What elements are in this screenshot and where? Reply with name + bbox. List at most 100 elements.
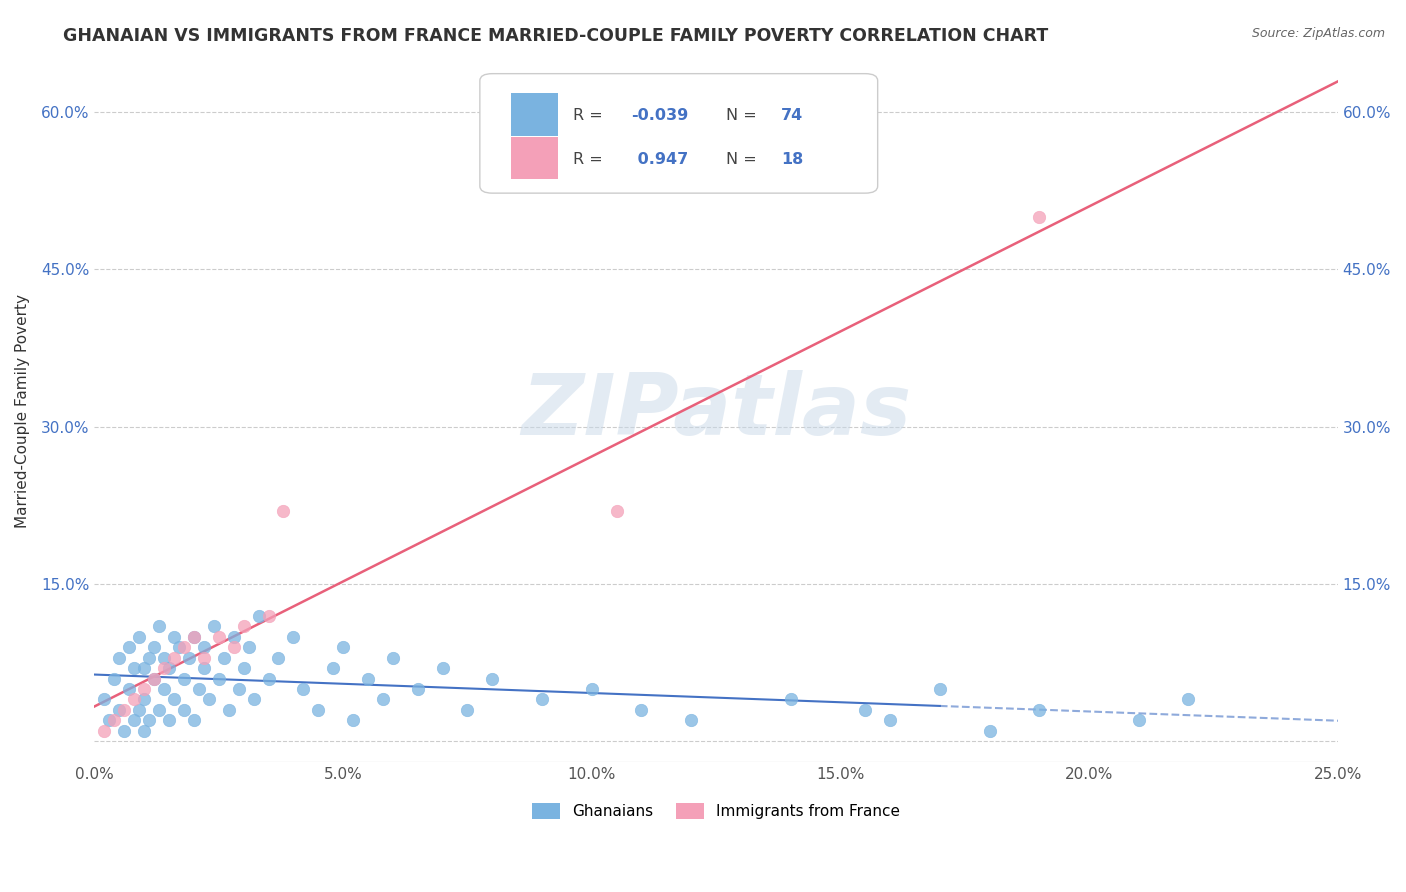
Point [122, 692, 145, 706]
Point [779, 692, 801, 706]
Point [332, 640, 354, 654]
Point [98, 714, 121, 728]
Point [112, 703, 135, 717]
Text: -0.039: -0.039 [631, 108, 689, 123]
Text: GHANAIAN VS IMMIGRANTS FROM FRANCE MARRIED-COUPLE FAMILY POVERTY CORRELATION CHA: GHANAIAN VS IMMIGRANTS FROM FRANCE MARRI… [63, 27, 1049, 45]
Text: ZIPatlas: ZIPatlas [522, 369, 911, 452]
Point [222, 630, 245, 644]
Point [143, 672, 166, 686]
Point [112, 723, 135, 738]
Point [183, 714, 205, 728]
Point [198, 692, 221, 706]
Point [148, 703, 170, 717]
Point [1128, 714, 1150, 728]
Point [153, 650, 176, 665]
Point [208, 672, 231, 686]
Point [183, 630, 205, 644]
Point [928, 681, 950, 696]
Point [173, 703, 195, 717]
Point [187, 681, 209, 696]
Point [247, 608, 270, 623]
Text: N =: N = [725, 108, 762, 123]
Point [122, 661, 145, 675]
Point [153, 681, 176, 696]
Point [606, 504, 628, 518]
Point [218, 703, 240, 717]
Point [202, 619, 225, 633]
Point [193, 650, 215, 665]
Point [357, 672, 380, 686]
FancyBboxPatch shape [510, 136, 558, 179]
Point [456, 703, 478, 717]
Point [103, 714, 125, 728]
FancyBboxPatch shape [479, 74, 877, 194]
Point [157, 661, 180, 675]
Text: 0.947: 0.947 [631, 152, 688, 167]
Point [148, 619, 170, 633]
Point [238, 640, 260, 654]
Point [222, 640, 245, 654]
Point [167, 640, 190, 654]
Point [283, 630, 305, 644]
Point [108, 703, 131, 717]
Point [163, 692, 186, 706]
Text: R =: R = [574, 108, 607, 123]
Point [432, 661, 454, 675]
Point [134, 692, 156, 706]
Point [273, 504, 295, 518]
Point [342, 714, 364, 728]
Point [381, 650, 404, 665]
Legend: Ghanaians, Immigrants from France: Ghanaians, Immigrants from France [526, 797, 905, 825]
Point [879, 714, 901, 728]
Point [1177, 692, 1199, 706]
Text: N =: N = [725, 152, 762, 167]
Point [93, 692, 115, 706]
Point [257, 608, 280, 623]
Text: 18: 18 [780, 152, 803, 167]
Point [103, 672, 125, 686]
Point [1028, 210, 1050, 224]
Point [242, 692, 264, 706]
Point [371, 692, 394, 706]
Point [292, 681, 315, 696]
Point [163, 630, 186, 644]
Point [138, 650, 160, 665]
Point [530, 692, 553, 706]
Point [108, 650, 131, 665]
Point [212, 650, 235, 665]
Point [208, 630, 231, 644]
Point [173, 672, 195, 686]
Point [481, 672, 503, 686]
Point [128, 703, 150, 717]
Point [118, 640, 141, 654]
Point [134, 661, 156, 675]
Point [681, 714, 703, 728]
Point [183, 630, 205, 644]
Text: 74: 74 [780, 108, 803, 123]
Point [177, 650, 200, 665]
Point [93, 723, 115, 738]
Point [322, 661, 344, 675]
Point [232, 619, 254, 633]
Point [193, 661, 215, 675]
Point [173, 640, 195, 654]
Point [228, 681, 250, 696]
Point [134, 723, 156, 738]
Y-axis label: Married-Couple Family Poverty: Married-Couple Family Poverty [15, 294, 30, 528]
Point [157, 714, 180, 728]
Point [853, 703, 876, 717]
Point [193, 640, 215, 654]
Point [153, 661, 176, 675]
Point [257, 672, 280, 686]
Point [267, 650, 290, 665]
Point [143, 672, 166, 686]
Point [1028, 703, 1050, 717]
Text: Source: ZipAtlas.com: Source: ZipAtlas.com [1251, 27, 1385, 40]
Point [581, 681, 603, 696]
Point [122, 714, 145, 728]
Point [138, 714, 160, 728]
FancyBboxPatch shape [510, 94, 558, 136]
Text: R =: R = [574, 152, 607, 167]
Point [307, 703, 329, 717]
Point [406, 681, 429, 696]
